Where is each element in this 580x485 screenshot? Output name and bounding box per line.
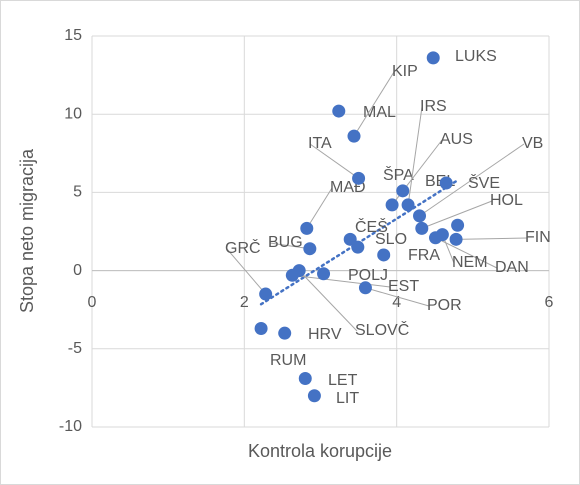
leader-line <box>269 242 310 250</box>
point-label: VB <box>522 135 543 152</box>
point <box>300 221 314 235</box>
point-label: SLOVČ <box>355 320 409 339</box>
x-tick-label: 0 <box>88 294 97 311</box>
point-label: IRS <box>420 98 447 115</box>
x-tick-label: 4 <box>392 294 401 311</box>
point-label: BUG <box>268 234 303 251</box>
leader-line <box>226 248 267 295</box>
point-label: LET <box>328 372 358 389</box>
point <box>415 221 429 235</box>
point-label: LUKS <box>455 48 497 65</box>
point <box>347 129 361 143</box>
point-label: MAL <box>363 104 396 121</box>
point-label: ŠVE <box>468 173 500 192</box>
point-label: NEM <box>452 254 488 271</box>
point <box>278 326 292 340</box>
x-axis-label: Kontrola korupcije <box>248 441 392 461</box>
leader-line <box>365 287 430 307</box>
point-label: EST <box>388 278 419 295</box>
leader-line <box>292 274 391 288</box>
point-label: FIN <box>525 229 551 246</box>
y-tick-label: -5 <box>68 340 82 357</box>
point-label: POR <box>427 297 462 314</box>
point-label: ČEŠ <box>355 217 388 236</box>
y-tick-label: 5 <box>73 184 82 201</box>
point <box>298 372 312 386</box>
point-label: RUM <box>270 352 306 369</box>
point <box>259 287 273 301</box>
leader-line <box>298 270 358 332</box>
point-label: SLO <box>375 231 407 248</box>
point-label: HOL <box>490 192 523 209</box>
x-tick-label: 2 <box>240 294 249 311</box>
point <box>317 267 331 281</box>
point <box>449 232 463 246</box>
point <box>426 51 440 65</box>
y-axis-label: Stopa neto migracija <box>17 148 37 313</box>
point-label: FRA <box>408 247 440 264</box>
point <box>303 242 317 256</box>
point <box>254 321 268 335</box>
point <box>439 176 453 190</box>
point <box>435 228 449 242</box>
point-label: ITA <box>308 135 332 152</box>
point <box>332 104 346 118</box>
point <box>352 171 366 185</box>
point <box>343 232 357 246</box>
x-tick-label: 6 <box>545 294 554 311</box>
leader-line <box>421 200 493 229</box>
leader-line <box>419 143 525 217</box>
point <box>385 198 399 212</box>
point <box>307 389 321 403</box>
leader-line <box>407 106 423 205</box>
leader-line <box>306 187 333 229</box>
y-tick-label: 10 <box>64 105 82 122</box>
point <box>377 248 391 262</box>
y-tick-label: 15 <box>64 27 82 44</box>
point-label: AUS <box>440 131 473 148</box>
leader-line <box>353 71 395 137</box>
point <box>401 198 415 212</box>
point-label: KIP <box>392 63 418 80</box>
point <box>292 264 306 278</box>
point <box>358 281 372 295</box>
point <box>413 209 427 223</box>
y-tick-label: -10 <box>59 418 82 435</box>
point-label: LIT <box>336 390 359 407</box>
point <box>451 218 465 232</box>
leader-line <box>456 237 528 240</box>
point-label: DAN <box>495 259 529 276</box>
point <box>396 184 410 198</box>
point-label: ŠPA <box>383 165 414 184</box>
point-label: POLJ <box>348 267 388 284</box>
point-label: HRV <box>308 326 342 343</box>
leader-line <box>309 143 359 179</box>
point-label: GRČ <box>225 238 261 257</box>
y-tick-label: 0 <box>73 262 82 279</box>
